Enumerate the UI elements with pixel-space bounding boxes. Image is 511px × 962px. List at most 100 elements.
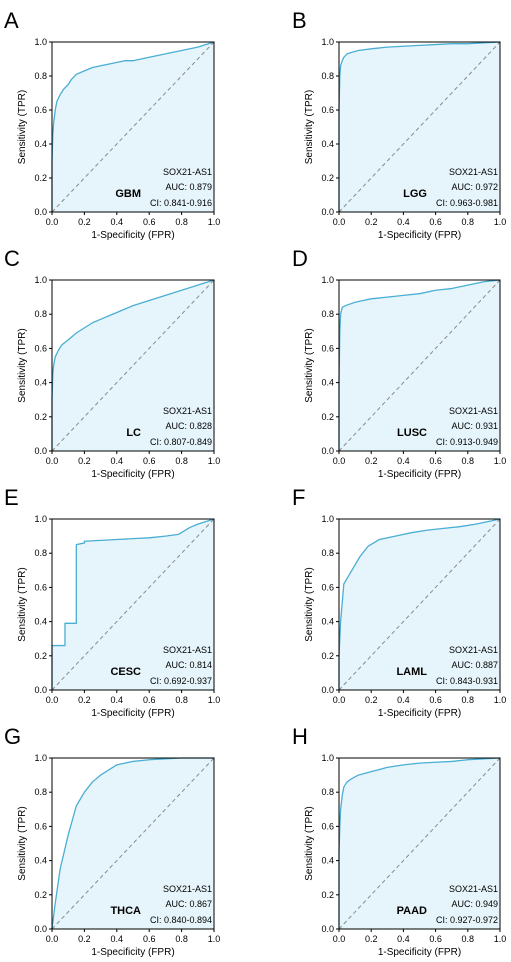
panel-g-xtick-label: 0.6 bbox=[143, 934, 156, 944]
panel-d-xtick-label: 0.0 bbox=[333, 456, 346, 466]
panel-b-cohort-label: LGG bbox=[403, 188, 427, 200]
panel-a-xtick-label: 1.0 bbox=[208, 217, 221, 227]
panel-g-y-axis-label: Sensitivity (TPR) bbox=[17, 806, 28, 880]
panel-h-ytick-label: 0.4 bbox=[321, 856, 334, 866]
panel-e-x-axis-label: 1-Specificity (FPR) bbox=[91, 708, 174, 719]
panel-c-gene-label: SOX21-AS1 bbox=[163, 406, 212, 416]
panel-b-xtick-label: 0.4 bbox=[397, 217, 410, 227]
panel-f-xtick-label: 0.0 bbox=[333, 695, 346, 705]
panel-b-gene-label: SOX21-AS1 bbox=[449, 167, 498, 177]
panel-d-ytick-label: 0.0 bbox=[321, 446, 334, 456]
panel-f-roc-curve bbox=[338, 518, 501, 690]
panel-h-xtick-label: 0.4 bbox=[397, 934, 410, 944]
panel-f-plot-frame bbox=[338, 518, 501, 691]
panel-d-ytick-label: 1.0 bbox=[321, 275, 334, 285]
panel-h-xtick-label: 0.2 bbox=[365, 934, 378, 944]
panel-e-y-axis-label: Sensitivity (TPR) bbox=[17, 567, 28, 641]
panel-e-cohort-label: CESC bbox=[110, 666, 141, 678]
panel-h-x-axis-label: 1-Specificity (FPR) bbox=[378, 947, 461, 958]
panel-a-gene-label: SOX21-AS1 bbox=[163, 167, 212, 177]
panel-a-ytick-label: 0.0 bbox=[34, 207, 47, 217]
panel-h-ytick-label: 0.6 bbox=[321, 821, 334, 831]
panel-e-xtick-label: 0.0 bbox=[46, 695, 59, 705]
panel-f-xtick-label: 1.0 bbox=[494, 695, 507, 705]
panel-c-letter: C bbox=[4, 246, 20, 271]
panel-g-ytick-label: 0.0 bbox=[34, 924, 47, 934]
panel-e-xtick-label: 0.4 bbox=[111, 695, 124, 705]
panel-h-xtick-label: 0.8 bbox=[462, 934, 475, 944]
panel-c-ytick-label: 0.0 bbox=[34, 446, 47, 456]
panel-c-cohort-label: LC bbox=[126, 427, 141, 439]
panel-h-ytick-label: 0.2 bbox=[321, 890, 334, 900]
panel-b-xtick-label: 0.6 bbox=[429, 217, 442, 227]
panel-d-plot-frame bbox=[338, 279, 501, 452]
panel-c-ci-label: CI: 0.807-0.849 bbox=[150, 437, 212, 447]
panel-b-ytick-label: 1.0 bbox=[321, 37, 334, 47]
panel-c-ytick-label: 1.0 bbox=[34, 275, 47, 285]
panel-c-xtick-label: 1.0 bbox=[208, 456, 221, 466]
panel-d-y-axis-label: Sensitivity (TPR) bbox=[304, 328, 315, 402]
panel-a-ytick-label: 0.6 bbox=[34, 105, 47, 115]
panel-e-auc-label: AUC: 0.814 bbox=[165, 660, 212, 670]
panel-c-y-axis-label: Sensitivity (TPR) bbox=[17, 328, 28, 402]
panel-b-xtick-label: 0.0 bbox=[333, 217, 346, 227]
panel-c-ytick-label: 0.8 bbox=[34, 309, 47, 319]
panel-b-xtick-label: 0.2 bbox=[365, 217, 378, 227]
panel-c-roc-curve bbox=[51, 279, 215, 451]
panel-f-cohort-label: LAML bbox=[396, 666, 427, 678]
panel-b-ytick-label: 0.0 bbox=[321, 207, 334, 217]
panel-e-roc-curve bbox=[51, 518, 215, 690]
panel-a-auc-label: AUC: 0.879 bbox=[165, 182, 212, 192]
panel-d-x-axis-label: 1-Specificity (FPR) bbox=[378, 469, 461, 480]
panel-h-gene-label: SOX21-AS1 bbox=[449, 884, 498, 894]
panel-d-gene-label: SOX21-AS1 bbox=[449, 406, 498, 416]
panel-g-plot-frame bbox=[51, 757, 215, 930]
panel-c-xtick-label: 0.0 bbox=[46, 456, 59, 466]
panel-f-ytick-label: 0.6 bbox=[321, 582, 334, 592]
panel-c-ytick-label: 0.6 bbox=[34, 343, 47, 353]
panel-d-ci-label: CI: 0.913-0.949 bbox=[436, 437, 498, 447]
panel-b-ytick-label: 0.4 bbox=[321, 139, 334, 149]
panel-c-xtick-label: 0.2 bbox=[78, 456, 91, 466]
panel-c-ytick-label: 0.4 bbox=[34, 378, 47, 388]
panel-e-letter: E bbox=[4, 485, 19, 510]
panel-a-ytick-label: 0.8 bbox=[34, 71, 47, 81]
panel-d-xtick-label: 0.4 bbox=[397, 456, 410, 466]
panel-f-ytick-label: 1.0 bbox=[321, 514, 334, 524]
panel-a-plot-frame bbox=[51, 41, 215, 213]
panel-c-xtick-label: 0.8 bbox=[175, 456, 188, 466]
panel-a-ytick-label: 1.0 bbox=[34, 37, 47, 47]
panel-e-ytick-label: 0.8 bbox=[34, 548, 47, 558]
panel-b-ytick-label: 0.2 bbox=[321, 173, 334, 183]
panel-g-ytick-label: 0.4 bbox=[34, 856, 47, 866]
panel-f-xtick-label: 0.8 bbox=[462, 695, 475, 705]
panel-f-ytick-label: 0.2 bbox=[321, 651, 334, 661]
panel-a-xtick-label: 0.6 bbox=[143, 217, 156, 227]
panel-g-x-axis-label: 1-Specificity (FPR) bbox=[91, 947, 174, 958]
panel-e-ytick-label: 0.0 bbox=[34, 685, 47, 695]
panel-e-ytick-label: 0.2 bbox=[34, 651, 47, 661]
panel-c-auc-label: AUC: 0.828 bbox=[165, 421, 212, 431]
panel-b-ytick-label: 0.8 bbox=[321, 71, 334, 81]
panel-a-xtick-label: 0.4 bbox=[111, 217, 124, 227]
panel-f-ytick-label: 0.4 bbox=[321, 617, 334, 627]
panel-d-letter: D bbox=[292, 246, 308, 271]
panel-d-cohort-label: LUSC bbox=[397, 427, 427, 439]
panel-g-ytick-label: 0.6 bbox=[34, 821, 47, 831]
panel-b-y-axis-label: Sensitivity (TPR) bbox=[304, 90, 315, 164]
panel-f-letter: F bbox=[292, 485, 305, 510]
panel-b-xtick-label: 1.0 bbox=[494, 217, 507, 227]
panel-f-xtick-label: 0.2 bbox=[365, 695, 378, 705]
panel-g-xtick-label: 0.4 bbox=[111, 934, 124, 944]
panel-f-y-axis-label: Sensitivity (TPR) bbox=[304, 567, 315, 641]
panel-h-xtick-label: 0.0 bbox=[333, 934, 346, 944]
panel-h-ytick-label: 0.8 bbox=[321, 787, 334, 797]
panel-g-ci-label: CI: 0.840-0.894 bbox=[150, 915, 212, 925]
panel-g-ytick-label: 0.8 bbox=[34, 787, 47, 797]
panel-e-diagonal-reference bbox=[51, 518, 215, 691]
panel-d-xtick-label: 0.8 bbox=[462, 456, 475, 466]
panel-a-roc-curve bbox=[51, 41, 215, 212]
panel-g-cohort-label: THCA bbox=[110, 905, 141, 917]
panel-c-diagonal-reference bbox=[51, 279, 215, 452]
